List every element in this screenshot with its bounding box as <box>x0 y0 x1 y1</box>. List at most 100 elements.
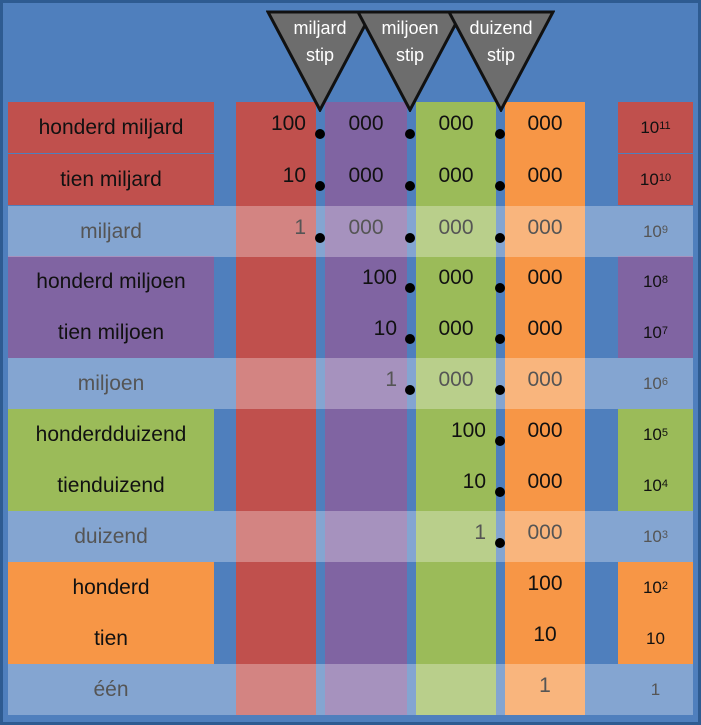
separator-dot <box>405 180 415 191</box>
light-row-band <box>8 358 693 409</box>
digit-group: 000 <box>527 265 563 289</box>
power-of-ten-label: 10 4 <box>618 460 693 511</box>
power-base: 10 <box>642 526 662 546</box>
power-of-ten-label: 10 2 <box>618 562 693 613</box>
row-name-label: één <box>93 677 129 701</box>
power-exponent: 11 <box>659 119 671 132</box>
power-exponent: 3 <box>661 528 669 541</box>
separator-dot <box>405 384 415 395</box>
separator-dot <box>495 128 505 139</box>
separator-dot <box>315 128 325 139</box>
digit-group: 000 <box>527 316 563 340</box>
separator-label-line2: stip <box>305 45 334 65</box>
power-exponent: 10 <box>658 171 672 184</box>
power-background <box>618 460 693 511</box>
row-name-background <box>8 562 214 613</box>
separator-dot <box>495 282 505 293</box>
digit-group: 000 <box>527 520 563 544</box>
power-base: 10 <box>642 221 662 241</box>
row-name-background <box>8 154 214 205</box>
row-name-background <box>8 256 214 307</box>
digit-group: 000 <box>438 163 474 187</box>
power-of-ten-label: 10 5 <box>618 409 693 460</box>
row-name-label: honderd <box>72 575 150 599</box>
separator-label-line1: duizend <box>469 18 533 38</box>
separator-label-line2: stip <box>486 45 515 65</box>
separator-label-line2: stip <box>395 45 424 65</box>
digit-group: 000 <box>527 111 563 135</box>
column-miljard <box>236 102 316 715</box>
separator-dot <box>495 384 505 395</box>
power-background <box>618 154 693 205</box>
power-base: 10 <box>642 475 662 495</box>
digit-group: 100 <box>270 111 306 135</box>
row-name-label: miljoen <box>77 371 145 395</box>
power-exponent: 7 <box>661 324 669 337</box>
separator-label-line1: miljoen <box>381 18 439 38</box>
digit-group: 000 <box>527 367 563 391</box>
power-background <box>618 409 693 460</box>
triangle-marker-icon <box>447 10 555 112</box>
power-background <box>618 613 693 664</box>
column-miljoen <box>325 102 407 715</box>
power-exponent: 5 <box>661 426 669 439</box>
digit-group: 000 <box>438 367 474 391</box>
separator-dot <box>495 435 505 446</box>
separator-marker: miljard stip <box>266 10 374 112</box>
separator-dot <box>495 333 505 344</box>
light-row-band <box>8 664 693 715</box>
row-name-label: tienduizend <box>57 473 165 497</box>
triangle-marker-icon <box>356 10 464 112</box>
power-background <box>618 562 693 613</box>
digit-group: 000 <box>527 418 563 442</box>
power-of-ten-label: 1 <box>618 664 693 715</box>
digit-group: 000 <box>348 111 384 135</box>
row-name-label: miljard <box>80 219 142 243</box>
column-duizend <box>416 102 496 715</box>
row-name-label: duizend <box>74 524 148 548</box>
power-exponent: 8 <box>661 273 669 286</box>
separator-dot <box>315 180 325 191</box>
digit-group: 100 <box>361 265 397 289</box>
digit-group: 1 <box>539 673 551 697</box>
power-base: 10 <box>642 271 662 291</box>
separator-dot <box>405 232 415 243</box>
triangle-marker-icon <box>266 10 374 112</box>
separator-dot <box>495 180 505 191</box>
row-name-background <box>8 613 214 664</box>
digit-group: 000 <box>348 163 384 187</box>
digit-group: 10 <box>533 622 557 646</box>
power-of-ten-label: 10 10 <box>618 154 693 205</box>
separator-dot <box>495 232 505 243</box>
digit-group: 10 <box>282 163 306 187</box>
light-row-band <box>8 206 693 257</box>
separator-dot <box>315 232 325 243</box>
power-base: 10 <box>642 577 662 597</box>
digit-group: 10 <box>462 469 486 493</box>
row-name-background <box>8 460 214 511</box>
power-of-ten-label: 10 6 <box>618 358 693 409</box>
separator-label-line1: miljard <box>293 18 347 38</box>
digit-group: 10 <box>373 316 397 340</box>
digit-group: 000 <box>438 111 474 135</box>
column-een <box>505 102 585 715</box>
power-exponent: 9 <box>661 223 669 236</box>
power-of-ten-label: 10 3 <box>618 511 693 562</box>
power-background <box>618 307 693 358</box>
power-of-ten-label: 10 11 <box>618 102 693 153</box>
row-name-label: tien miljoen <box>57 320 165 344</box>
power-exponent: 2 <box>661 579 669 592</box>
digit-group: 000 <box>438 265 474 289</box>
power-base: 10 <box>642 373 662 393</box>
digit-group: 000 <box>527 469 563 493</box>
digit-group: 000 <box>348 215 384 239</box>
digit-group: 100 <box>527 571 563 595</box>
power-base: 10 <box>640 117 660 137</box>
power-of-ten-label: 10 9 <box>618 206 693 257</box>
digit-group: 000 <box>527 215 563 239</box>
digit-group: 100 <box>450 418 486 442</box>
power-base: 10 <box>639 169 659 189</box>
digit-group: 1 <box>474 520 486 544</box>
separator-dot <box>495 486 505 497</box>
